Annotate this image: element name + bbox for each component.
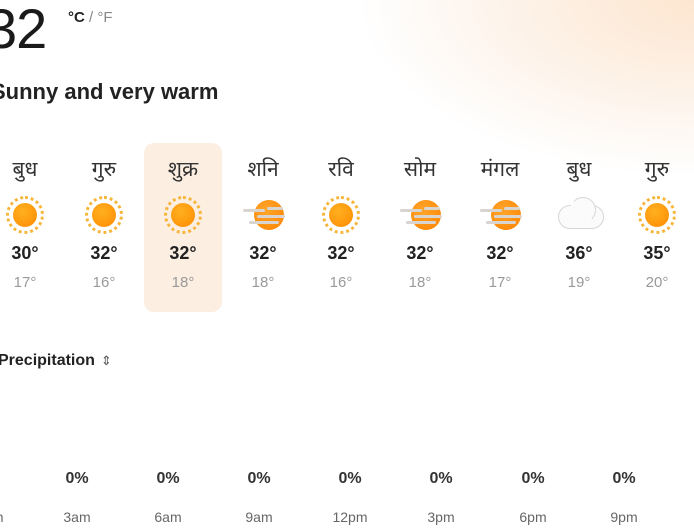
unit-toggle: °C / °F xyxy=(68,9,113,26)
high-temperature: 32° xyxy=(327,243,355,263)
chevron-up-down-icon: ⇕ xyxy=(100,353,112,368)
hour-label: 12pm xyxy=(332,509,368,525)
high-temperature: 32° xyxy=(486,243,514,263)
low-temperature: 18° xyxy=(408,274,432,291)
day-name: सोम xyxy=(403,157,437,181)
day-card[interactable]: रवि 32° 16° xyxy=(302,143,380,312)
low-temperature: 20° xyxy=(645,274,669,291)
day-name: बुध xyxy=(566,157,592,181)
day-card[interactable]: शुक्र 32° 18° xyxy=(144,143,222,312)
high-temperature: 32° xyxy=(406,243,434,263)
hour-label: 9pm xyxy=(610,509,638,525)
sunny-icon xyxy=(161,195,205,235)
day-name: शुक्र xyxy=(167,157,199,181)
hour-label: 12am xyxy=(0,509,21,525)
cloudy-icon xyxy=(557,195,604,235)
hour-label: 6am xyxy=(154,509,182,525)
hour-label: 9am xyxy=(245,509,273,525)
precipitation-value: 0% xyxy=(338,470,362,487)
day-name: रवि xyxy=(328,157,354,181)
sunny-icon xyxy=(3,195,47,235)
day-name: शनि xyxy=(247,157,279,181)
low-temperature: 16° xyxy=(92,274,116,291)
precipitation-value: 0% xyxy=(247,470,271,487)
celsius-button[interactable]: °C xyxy=(68,9,85,26)
precipitation-value: 0% xyxy=(65,470,89,487)
day-card[interactable]: गुरु 32° 16° xyxy=(65,143,143,312)
low-temperature: 17° xyxy=(488,274,512,291)
precipitation-value: 0% xyxy=(429,470,453,487)
precipitation-value: 0% xyxy=(521,470,545,487)
low-temperature: 18° xyxy=(251,274,275,291)
weather-description: Sunny and very warm xyxy=(0,79,219,104)
fahrenheit-button[interactable]: °F xyxy=(97,9,113,26)
hour-label: 6pm xyxy=(519,509,547,525)
low-temperature: 16° xyxy=(329,274,353,291)
high-temperature: 35° xyxy=(643,243,671,263)
day-name: बुध xyxy=(12,157,38,181)
precipitation-value: 0% xyxy=(612,470,636,487)
haze-icon xyxy=(398,195,442,235)
high-temperature: 36° xyxy=(565,243,593,263)
hour-label: 3am xyxy=(63,509,91,525)
low-temperature: 19° xyxy=(567,274,591,291)
high-temperature: 32° xyxy=(249,243,277,263)
haze-icon xyxy=(241,195,285,235)
high-temperature: 32° xyxy=(90,243,118,263)
hour-label: 3pm xyxy=(427,509,455,525)
high-temperature: 30° xyxy=(11,243,39,263)
precipitation-value: 0% xyxy=(156,470,180,487)
precipitation-label: Precipitation xyxy=(0,352,95,369)
day-name: गुरु xyxy=(91,157,117,181)
unit-separator: / xyxy=(89,9,94,26)
current-temperature: 32 xyxy=(0,0,47,60)
day-card[interactable]: बुध 36° 19° xyxy=(540,143,618,312)
sunny-icon xyxy=(635,195,679,235)
sunny-icon xyxy=(82,195,126,235)
high-temperature: 32° xyxy=(169,243,197,263)
haze-icon xyxy=(478,195,522,235)
day-card[interactable]: सोम 32° 18° xyxy=(381,143,459,312)
day-name: मंगल xyxy=(480,157,520,181)
day-card[interactable]: गुरु 35° 20° xyxy=(618,143,694,312)
day-card[interactable]: शनि 32° 18° xyxy=(224,143,302,312)
precipitation-selector[interactable]: Precipitation ⇕ xyxy=(0,352,112,370)
day-name: गुरु xyxy=(644,157,670,181)
day-card[interactable]: मंगल 32° 17° xyxy=(461,143,539,312)
low-temperature: 17° xyxy=(13,274,37,291)
day-card[interactable]: बुध 30° 17° xyxy=(0,143,64,312)
low-temperature: 18° xyxy=(171,274,195,291)
sunny-icon xyxy=(319,195,363,235)
